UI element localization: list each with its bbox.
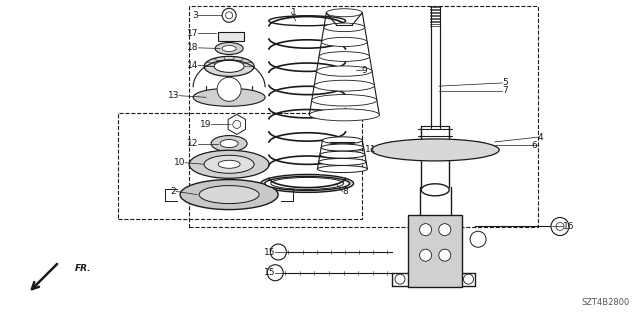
Ellipse shape <box>269 16 346 26</box>
Circle shape <box>226 12 232 19</box>
Circle shape <box>233 120 241 129</box>
FancyBboxPatch shape <box>408 215 462 287</box>
Text: 11: 11 <box>365 145 376 154</box>
Text: 7: 7 <box>502 86 508 95</box>
Ellipse shape <box>317 66 372 76</box>
Text: 2: 2 <box>170 187 176 196</box>
Ellipse shape <box>180 180 278 210</box>
Circle shape <box>439 224 451 236</box>
Circle shape <box>420 224 431 236</box>
Text: 3: 3 <box>193 11 198 20</box>
Ellipse shape <box>189 150 269 178</box>
Ellipse shape <box>321 37 367 47</box>
Ellipse shape <box>204 56 254 76</box>
Text: 10: 10 <box>174 158 186 167</box>
Text: SZT4B2800: SZT4B2800 <box>582 298 630 307</box>
Ellipse shape <box>211 136 247 152</box>
Text: 8: 8 <box>342 187 348 196</box>
Text: 19: 19 <box>200 120 211 129</box>
Text: 5: 5 <box>502 78 508 87</box>
Text: 15: 15 <box>264 268 275 277</box>
Circle shape <box>551 218 569 235</box>
Ellipse shape <box>193 88 265 106</box>
Circle shape <box>217 77 241 101</box>
Text: 17: 17 <box>187 29 198 38</box>
Ellipse shape <box>312 94 377 106</box>
Ellipse shape <box>271 177 344 189</box>
Circle shape <box>268 265 283 281</box>
Text: 12: 12 <box>187 139 198 148</box>
Bar <box>189 6 538 227</box>
Circle shape <box>463 274 474 284</box>
Ellipse shape <box>320 151 365 158</box>
Text: 16: 16 <box>563 222 575 231</box>
Ellipse shape <box>214 60 244 72</box>
Text: 14: 14 <box>187 61 198 70</box>
Ellipse shape <box>324 23 365 32</box>
Bar <box>118 113 362 219</box>
Ellipse shape <box>265 176 349 190</box>
Ellipse shape <box>220 139 238 148</box>
Circle shape <box>395 274 405 284</box>
Text: 15: 15 <box>264 248 275 256</box>
Bar <box>218 32 244 41</box>
Ellipse shape <box>314 80 374 91</box>
Text: FR.: FR. <box>75 264 92 273</box>
Circle shape <box>420 249 431 261</box>
Ellipse shape <box>204 155 254 173</box>
Circle shape <box>556 222 564 231</box>
Ellipse shape <box>326 9 362 17</box>
Circle shape <box>222 8 236 22</box>
Ellipse shape <box>199 186 259 204</box>
Circle shape <box>270 244 287 260</box>
Ellipse shape <box>319 159 366 165</box>
Ellipse shape <box>317 166 367 173</box>
Text: 9: 9 <box>362 66 367 75</box>
Ellipse shape <box>215 42 243 55</box>
Circle shape <box>439 249 451 261</box>
Ellipse shape <box>319 52 370 61</box>
Ellipse shape <box>309 109 380 121</box>
Text: 1: 1 <box>291 8 297 17</box>
Ellipse shape <box>371 139 499 161</box>
Ellipse shape <box>323 137 362 144</box>
Text: 4: 4 <box>538 133 543 142</box>
Ellipse shape <box>218 160 240 168</box>
Ellipse shape <box>222 46 236 51</box>
Ellipse shape <box>261 174 353 192</box>
Ellipse shape <box>321 144 364 151</box>
Circle shape <box>470 231 486 247</box>
Text: 18: 18 <box>187 43 198 52</box>
Text: 13: 13 <box>168 91 179 100</box>
Text: 6: 6 <box>532 141 538 150</box>
